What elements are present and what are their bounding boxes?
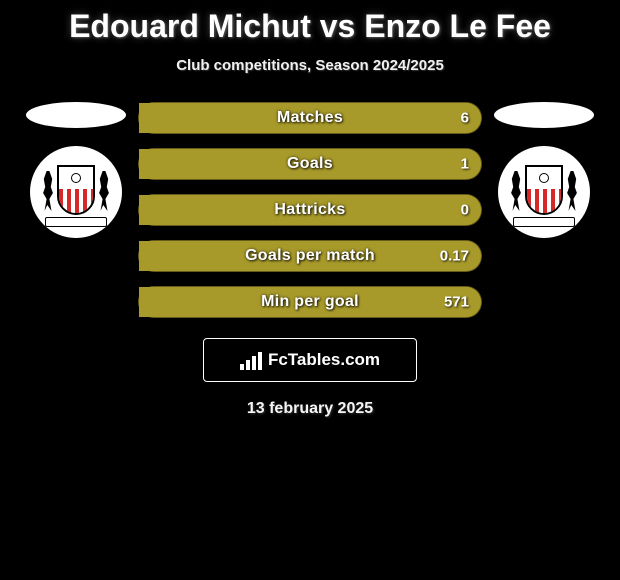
- stat-right-value: 6: [461, 110, 469, 127]
- stat-bar: Goals per match 0.17: [138, 240, 482, 272]
- stat-bar: Min per goal 571: [138, 286, 482, 318]
- stat-right-value: 1: [461, 156, 469, 173]
- footer-date: 13 february 2025: [0, 400, 620, 418]
- stat-bar: Goals 1: [138, 148, 482, 180]
- stat-bar: Matches 6: [138, 102, 482, 134]
- stat-label: Goals per match: [245, 247, 375, 265]
- right-club-badge: [498, 146, 590, 238]
- club-crest-icon: [41, 157, 111, 227]
- stat-label: Goals: [287, 155, 333, 173]
- stat-label: Hattricks: [274, 201, 345, 219]
- left-player-col: [26, 102, 126, 238]
- club-crest-icon: [509, 157, 579, 227]
- comparison-widget: Edouard Michut vs Enzo Le Fee Club compe…: [0, 0, 620, 418]
- stat-right-value: 0: [461, 202, 469, 219]
- stat-bar: Hattricks 0: [138, 194, 482, 226]
- stat-right-value: 571: [444, 294, 469, 311]
- right-player-col: [494, 102, 594, 238]
- stat-right-value: 0.17: [440, 248, 469, 265]
- stat-label: Matches: [277, 109, 343, 127]
- page-subtitle: Club competitions, Season 2024/2025: [0, 57, 620, 74]
- right-player-marker: [494, 102, 594, 128]
- bar-chart-icon: [240, 350, 264, 370]
- left-club-badge: [30, 146, 122, 238]
- brand-text: FcTables.com: [268, 350, 380, 370]
- comparison-row: Matches 6 Goals 1 Hattricks 0 Goals per match 0…: [0, 102, 620, 318]
- stats-column: Matches 6 Goals 1 Hattricks 0 Goals per match 0…: [138, 102, 482, 318]
- brand-badge[interactable]: FcTables.com: [203, 338, 417, 382]
- left-player-marker: [26, 102, 126, 128]
- page-title: Edouard Michut vs Enzo Le Fee: [0, 8, 620, 45]
- stat-label: Min per goal: [261, 293, 359, 311]
